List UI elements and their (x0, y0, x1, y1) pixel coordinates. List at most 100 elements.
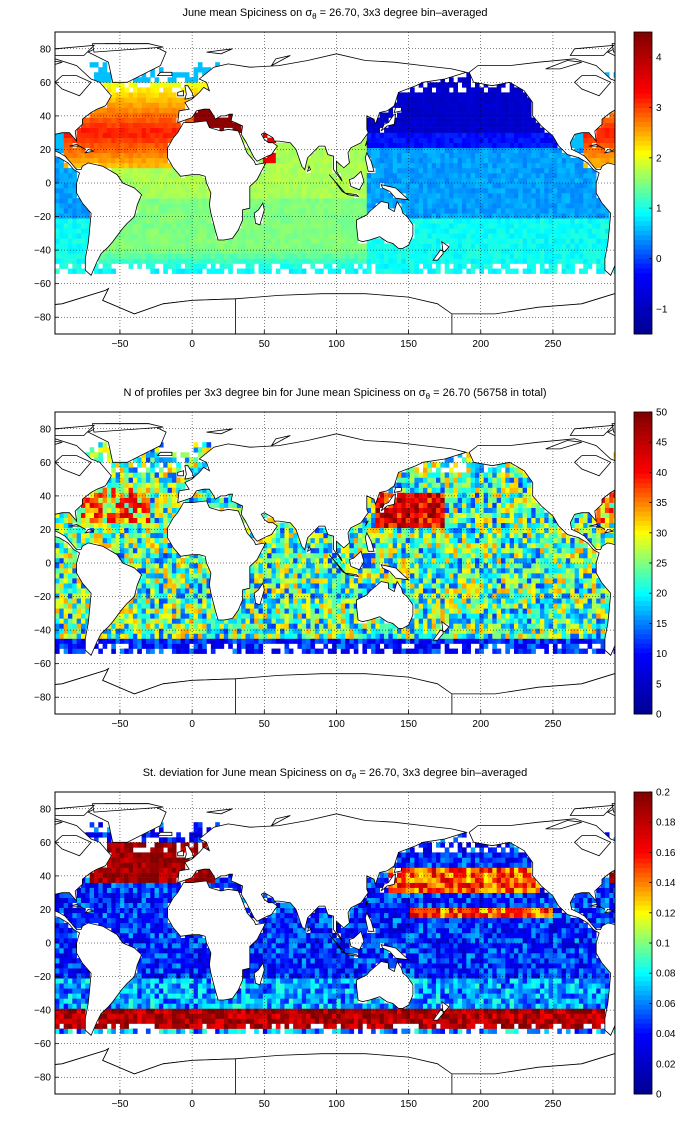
heatmap-cell (137, 623, 142, 629)
heatmap-cell (111, 107, 116, 113)
heatmap-cell (59, 208, 64, 214)
heatmap-cell (596, 253, 601, 259)
heatmap-cell (163, 92, 168, 98)
heatmap-cell (132, 77, 138, 83)
heatmap-cell (141, 77, 147, 83)
heatmap-cell (215, 638, 220, 644)
heatmap-cell (314, 152, 320, 159)
heatmap-cell (141, 92, 147, 98)
heatmap-cell (280, 253, 285, 259)
heatmap-cell (184, 77, 190, 83)
heatmap-cell (535, 162, 541, 169)
heatmap-cell (591, 638, 597, 644)
heatmap-cell (462, 162, 467, 169)
heatmap-cell (405, 208, 411, 214)
heatmap-cell (67, 188, 73, 194)
heatmap-cell (470, 258, 476, 264)
heatmap-cell (401, 198, 407, 204)
heatmap-cell (591, 162, 597, 169)
heatmap-cell (284, 253, 290, 259)
heatmap-cell (145, 603, 151, 609)
heatmap-cell (371, 633, 376, 639)
heatmap-cell (189, 263, 194, 269)
colorbar-segment (634, 131, 652, 137)
heatmap-cell (184, 198, 190, 204)
heatmap-cell (137, 102, 142, 108)
heatmap-cell (176, 238, 181, 244)
heatmap-cell (336, 588, 342, 594)
heatmap-cell (288, 218, 294, 224)
heatmap-cell (613, 122, 616, 128)
heatmap-cell (154, 77, 160, 83)
heatmap-cell (526, 147, 532, 154)
heatmap-cell (591, 188, 597, 194)
heatmap-cell (349, 157, 355, 164)
heatmap-cell (591, 623, 597, 629)
heatmap-cell (115, 248, 121, 254)
heatmap-cell (310, 248, 316, 254)
heatmap-cell (401, 152, 407, 159)
heatmap-cell (535, 152, 541, 159)
heatmap-cell (375, 137, 381, 144)
heatmap-cell (483, 122, 489, 128)
heatmap-cell (371, 623, 376, 629)
heatmap-cell (565, 162, 571, 169)
heatmap-cell (202, 203, 207, 209)
heatmap-cell (336, 243, 342, 249)
heatmap-cell (457, 613, 463, 619)
heatmap-cell (98, 648, 103, 654)
heatmap-cell (293, 638, 298, 644)
heatmap-cell (197, 208, 203, 214)
heatmap-cell (427, 628, 432, 634)
colorbar-segment (634, 107, 652, 113)
heatmap-cell (163, 198, 168, 204)
heatmap-cell (345, 208, 350, 214)
heatmap-cell (336, 213, 342, 219)
heatmap-cell (158, 208, 164, 214)
heatmap-cell (210, 228, 216, 234)
heatmap-cell (59, 613, 64, 619)
heatmap-cell (505, 633, 510, 639)
heatmap-cell (280, 628, 285, 634)
heatmap-cell (154, 598, 160, 604)
colorbar-segment (634, 272, 652, 278)
heatmap-cell (284, 208, 290, 214)
heatmap-cell (297, 238, 303, 244)
heatmap-cell (167, 633, 173, 639)
heatmap-cell (500, 238, 506, 244)
heatmap-cell (63, 132, 69, 138)
heatmap-cell (297, 203, 303, 209)
heatmap-cell (600, 223, 606, 229)
heatmap-cell (544, 238, 549, 244)
heatmap-cell (67, 233, 73, 239)
heatmap-cell (513, 238, 519, 244)
heatmap-cell (444, 82, 450, 88)
heatmap-cell (306, 162, 311, 169)
heatmap-cell (55, 238, 60, 244)
heatmap-cell (262, 193, 268, 199)
heatmap-cell (102, 638, 108, 644)
heatmap-cell (574, 203, 580, 209)
heatmap-cell (492, 253, 497, 259)
heatmap-cell (223, 253, 229, 259)
heatmap-cell (375, 638, 381, 644)
heatmap-cell (513, 233, 519, 239)
heatmap-cell (570, 223, 575, 229)
heatmap-cell (284, 223, 290, 229)
heatmap-cell (392, 137, 398, 144)
heatmap-cell (72, 188, 77, 194)
heatmap-cell (132, 643, 138, 649)
heatmap-cell (171, 172, 177, 179)
heatmap-cell (479, 102, 484, 108)
heatmap-cell (591, 137, 597, 144)
heatmap-cell (63, 208, 69, 214)
heatmap-cell (475, 248, 480, 254)
heatmap-cell (128, 228, 134, 234)
heatmap-cell (410, 263, 415, 269)
heatmap-cell (163, 152, 168, 159)
heatmap-cell (414, 628, 420, 634)
heatmap-cell (202, 183, 207, 189)
heatmap-cell (557, 623, 562, 629)
heatmap-cell (98, 268, 103, 274)
coastline (603, 148, 614, 154)
